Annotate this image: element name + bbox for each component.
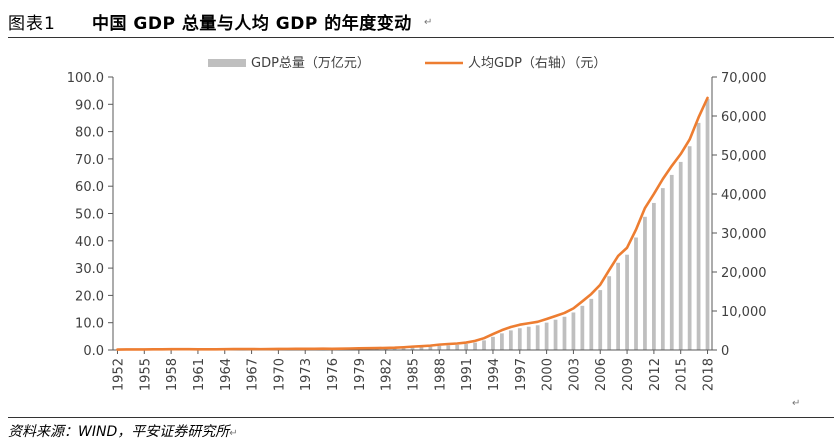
x-tick-label: 1985	[407, 358, 422, 391]
x-tick-label: 2018	[702, 358, 717, 391]
x-tick-label: 1994	[487, 358, 502, 391]
x-tick-label: 1955	[138, 358, 153, 391]
return-mark-icon: ↵	[424, 17, 433, 28]
figure-title: 中国 GDP 总量与人均 GDP 的年度变动	[92, 14, 412, 34]
legend-bar-swatch	[208, 59, 246, 67]
gdp-bar	[696, 122, 701, 350]
left-y-tick-label: 30.0	[75, 262, 104, 277]
gdp-bar	[482, 340, 486, 350]
gdp-bar	[607, 276, 612, 350]
gdp-bar	[437, 345, 442, 350]
x-tick-label: 1964	[219, 358, 234, 391]
legend-line-label: 人均GDP（右轴）（元）	[468, 56, 606, 71]
right-y-tick-label: 60,000	[721, 110, 767, 125]
gdp-bar	[634, 237, 638, 350]
gdp-bar	[643, 216, 647, 350]
left-y-tick-label: 90.0	[75, 98, 104, 113]
gdp-bar	[473, 342, 477, 350]
x-tick-label: 1961	[192, 358, 207, 391]
chart-axes: 0.0 10.0 20.0 30.0 40.0 50.0 60.0 70.0 80.0 90.0 1…	[67, 71, 767, 391]
gdp-bar	[455, 344, 460, 350]
gdp-bar	[660, 188, 665, 350]
gdp-bar	[571, 312, 576, 350]
source-note: 资料来源：WIND，平安证券研究所↵	[8, 421, 238, 441]
x-tick-label: 1973	[299, 358, 314, 391]
x-tick-label: 2003	[567, 358, 582, 391]
gdp-bar	[383, 348, 388, 350]
x-tick-label: 1958	[165, 358, 180, 391]
gdp-bar	[553, 319, 558, 350]
gdp-bar	[562, 316, 567, 350]
x-tick-label: 2000	[541, 358, 556, 391]
gdp-bar	[419, 347, 424, 350]
bottom-rule	[8, 417, 834, 418]
x-tick-label: 2009	[621, 358, 636, 391]
left-y-tick-label: 60.0	[75, 180, 104, 195]
x-tick-label: 2015	[675, 358, 690, 391]
gdp-bar	[705, 99, 710, 350]
x-tick-label: 1970	[272, 358, 287, 391]
right-y-tick-label: 0	[721, 344, 729, 359]
chart-legend: GDP总量（万亿元） 人均GDP（右轴）（元）	[208, 56, 606, 71]
gdp-bar	[678, 161, 683, 350]
left-y-tick-label: 20.0	[75, 289, 104, 304]
gdp-bar	[625, 254, 629, 350]
source-text: 资料来源：WIND，平安证券研究所	[8, 424, 230, 440]
gdp-bar	[589, 298, 594, 350]
gdp-bar	[446, 345, 451, 350]
gdp-bar	[392, 348, 397, 350]
left-y-tick-label: 50.0	[75, 208, 104, 223]
gdp-bar	[669, 174, 674, 350]
right-y-tick-label: 50,000	[721, 149, 767, 164]
gdp-bars	[115, 99, 710, 350]
gdp-bar	[544, 322, 549, 350]
x-tick-label: 2012	[648, 358, 663, 391]
x-tick-label: 1979	[353, 358, 368, 391]
right-y-tick-label: 20,000	[721, 266, 767, 281]
gdp-bar	[464, 344, 469, 350]
gdp-bar	[410, 347, 415, 350]
gdp-bar	[401, 348, 406, 350]
left-y-tick-label: 10.0	[75, 317, 104, 332]
gdp-bar	[526, 326, 531, 350]
per-capita-gdp-line	[116, 96, 709, 351]
source-return-mark-icon: ↵	[229, 428, 238, 439]
figure-header: 图表1 中国 GDP 总量与人均 GDP 的年度变动 ↵	[0, 0, 840, 38]
x-tick-label: 1967	[246, 358, 261, 391]
left-y-tick-label: 40.0	[75, 235, 104, 250]
end-return-mark-icon: ↵	[792, 398, 801, 409]
right-y-tick-label: 10,000	[721, 305, 767, 320]
x-tick-label: 1952	[111, 358, 126, 391]
gdp-bar	[428, 346, 433, 350]
gdp-bar	[652, 202, 656, 350]
top-rule	[8, 37, 834, 38]
right-y-tick-label: 40,000	[721, 188, 767, 203]
right-y-tick-label: 30,000	[721, 227, 767, 242]
x-tick-label: 1976	[326, 358, 341, 391]
x-tick-label: 1982	[380, 358, 395, 391]
x-tick-label: 1997	[514, 358, 529, 391]
gdp-bar	[500, 333, 504, 350]
left-y-tick-label: 100.0	[67, 71, 104, 86]
gdp-bar	[517, 328, 522, 350]
per-capita-line-layer	[116, 96, 709, 351]
x-tick-label: 1991	[460, 358, 475, 391]
legend-bar-label: GDP总量（万亿元）	[251, 56, 370, 71]
left-y-tick-label: 80.0	[75, 126, 104, 141]
figure-label: 图表1	[8, 14, 56, 34]
gdp-bar	[598, 290, 603, 350]
x-tick-label: 2006	[594, 358, 609, 391]
gdp-bar	[491, 336, 495, 350]
left-y-tick-label: 0.0	[83, 344, 104, 359]
x-tick-label: 1988	[433, 358, 448, 391]
left-y-tick-label: 70.0	[75, 153, 104, 168]
right-y-tick-label: 70,000	[721, 71, 767, 86]
gdp-bar	[616, 262, 620, 350]
gdp-bar	[535, 325, 540, 350]
gdp-bar	[687, 146, 692, 350]
gdp-bar	[508, 330, 513, 350]
gdp-bar	[580, 305, 585, 350]
